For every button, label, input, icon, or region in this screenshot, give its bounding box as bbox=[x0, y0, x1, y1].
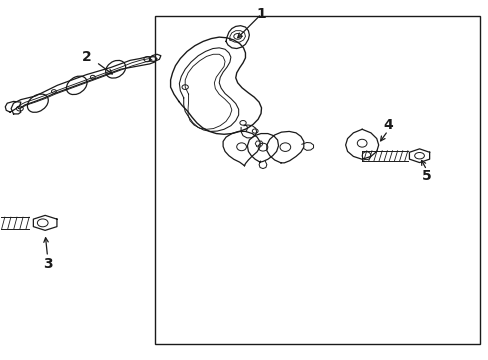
Text: 1: 1 bbox=[256, 7, 266, 21]
Text: 2: 2 bbox=[81, 50, 91, 64]
Text: 4: 4 bbox=[382, 118, 392, 132]
Bar bbox=[154, 16, 479, 344]
Text: 3: 3 bbox=[42, 257, 52, 271]
Text: 5: 5 bbox=[421, 170, 431, 184]
